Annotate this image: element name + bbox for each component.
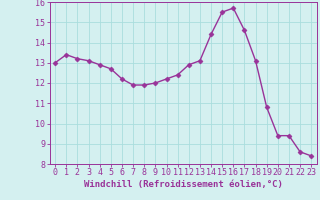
- X-axis label: Windchill (Refroidissement éolien,°C): Windchill (Refroidissement éolien,°C): [84, 180, 283, 189]
